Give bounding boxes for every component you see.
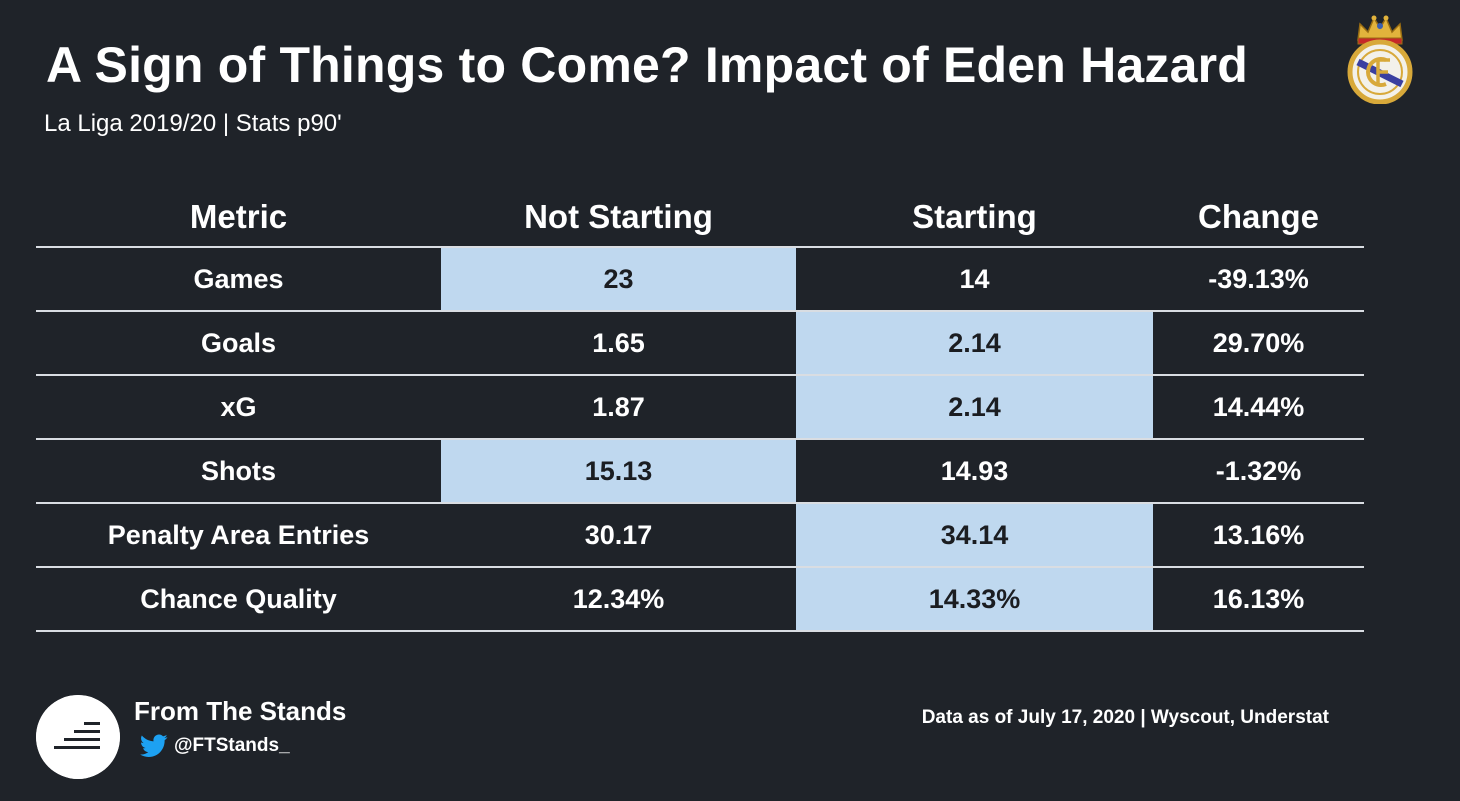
metric-label: Penalty Area Entries	[107, 519, 370, 550]
starting-value: 14	[959, 263, 990, 294]
not-starting-value: 23	[441, 248, 796, 310]
table-row: Shots 15.13 14.93 -1.32%	[36, 440, 1364, 504]
column-header-change: Change	[1197, 198, 1319, 235]
table-header-row: Metric Not Starting Starting Change	[36, 188, 1364, 248]
real-madrid-crest-icon	[1347, 15, 1413, 104]
not-starting-value: 15.13	[441, 440, 796, 502]
change-value: 16.13%	[1212, 583, 1305, 614]
table-row: xG 1.87 2.14 14.44%	[36, 376, 1364, 440]
metric-label: xG	[220, 391, 257, 422]
from-the-stands-logo-icon	[36, 695, 120, 779]
not-starting-value: 1.65	[592, 327, 645, 358]
change-value: 14.44%	[1212, 391, 1305, 422]
not-starting-value: 12.34%	[572, 583, 665, 614]
data-source-note: Data as of July 17, 2020 | Wyscout, Unde…	[921, 707, 1329, 728]
table-row: Goals 1.65 2.14 29.70%	[36, 312, 1364, 376]
stats-table: Metric Not Starting Starting Change Game…	[36, 188, 1364, 632]
page-subtitle: La Liga 2019/20 | Stats p90'	[44, 110, 342, 137]
starting-value: 34.14	[796, 504, 1153, 566]
page-title: A Sign of Things to Come? Impact of Eden…	[46, 37, 1249, 93]
brand-name: From The Stands	[134, 696, 347, 726]
change-value: 29.70%	[1212, 327, 1305, 358]
change-value: -39.13%	[1208, 263, 1309, 294]
table-row: Penalty Area Entries 30.17 34.14 13.16%	[36, 504, 1364, 568]
starting-value: 2.14	[796, 312, 1153, 374]
table-row: Games 23 14 -39.13%	[36, 248, 1364, 312]
table-row: Chance Quality 12.34% 14.33% 16.13%	[36, 568, 1364, 632]
change-value: 13.16%	[1212, 519, 1305, 550]
twitter-bird-icon	[140, 734, 168, 757]
not-starting-value: 30.17	[584, 519, 653, 550]
column-header-starting: Starting	[912, 198, 1037, 235]
metric-label: Chance Quality	[140, 583, 337, 614]
metric-label: Goals	[200, 327, 277, 358]
metric-label: Games	[193, 263, 284, 294]
twitter-handle[interactable]: @FTStands_	[140, 734, 290, 758]
not-starting-value: 1.87	[592, 391, 645, 422]
column-header-not-starting: Not Starting	[524, 198, 713, 235]
metric-label: Shots	[200, 455, 276, 486]
change-value: -1.32%	[1215, 455, 1302, 486]
column-header-metric: Metric	[189, 198, 288, 235]
twitter-handle-text: @FTStands_	[174, 735, 290, 756]
starting-value: 14.33%	[796, 568, 1153, 630]
starting-value: 2.14	[796, 376, 1153, 438]
starting-value: 14.93	[940, 455, 1009, 486]
